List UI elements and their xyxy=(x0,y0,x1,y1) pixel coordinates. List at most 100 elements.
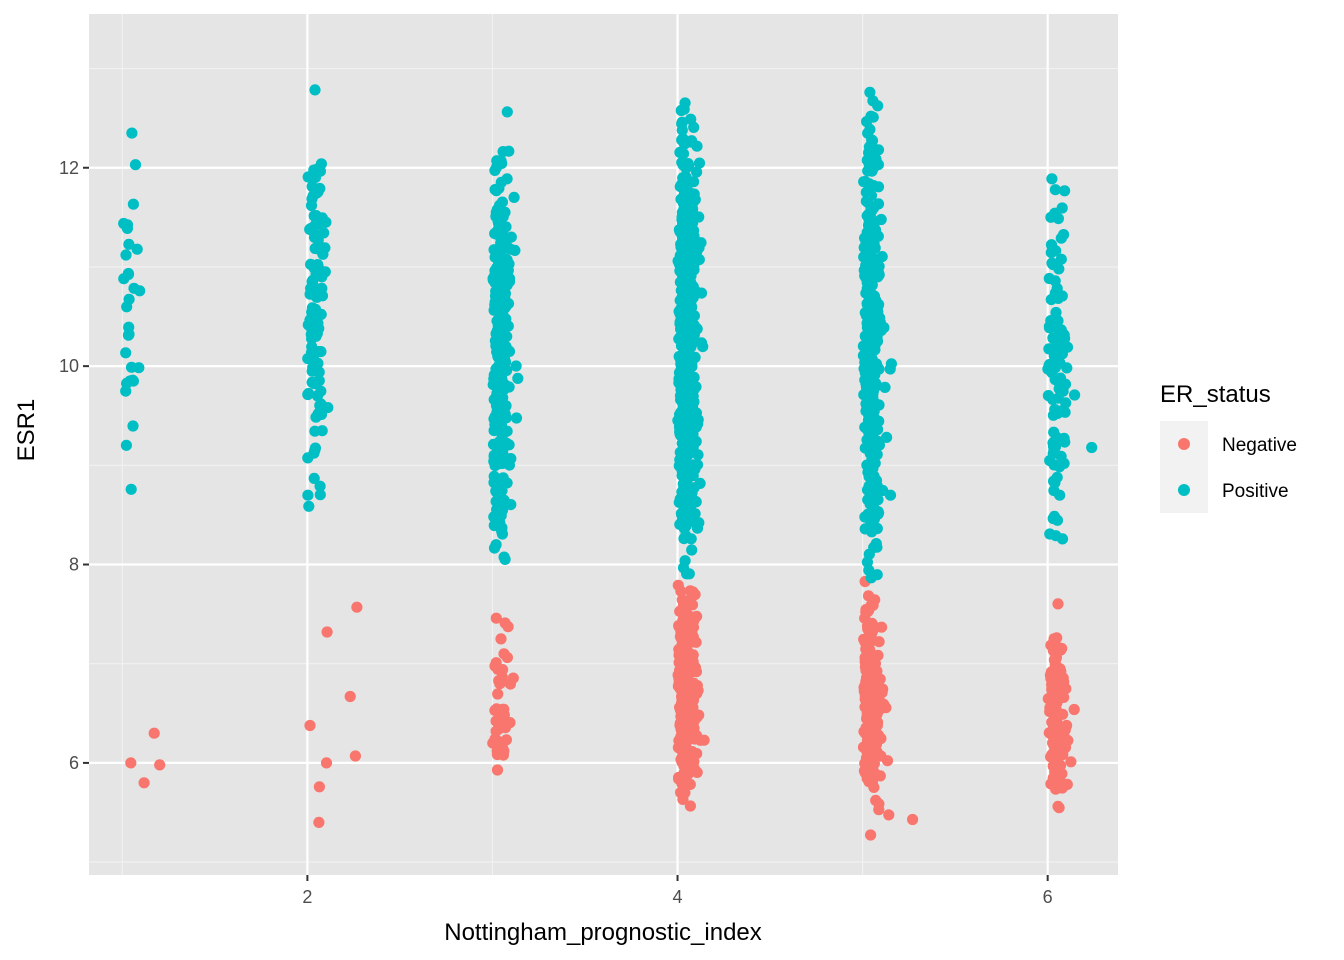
data-point-negative xyxy=(1058,691,1070,704)
data-point-negative xyxy=(313,781,325,793)
data-point-positive xyxy=(126,127,138,139)
data-point-negative xyxy=(860,683,872,695)
data-point-positive xyxy=(1052,213,1064,225)
data-point-positive xyxy=(309,228,321,240)
data-point-positive xyxy=(693,157,706,169)
data-point-positive xyxy=(693,517,705,529)
plot-panel xyxy=(89,14,1118,875)
data-point-negative xyxy=(861,745,873,757)
data-point-positive xyxy=(870,304,882,317)
data-point-negative xyxy=(1051,632,1063,644)
data-point-positive xyxy=(685,113,697,125)
data-point-positive xyxy=(127,374,139,386)
data-point-positive xyxy=(128,282,140,294)
data-point-positive xyxy=(864,334,876,346)
data-point-positive xyxy=(872,198,885,210)
data-point-positive xyxy=(861,378,873,390)
data-point-positive xyxy=(679,389,691,401)
data-point-positive xyxy=(315,398,327,410)
data-point-positive xyxy=(1069,389,1081,401)
data-point-negative xyxy=(1048,738,1060,750)
data-point-positive xyxy=(309,84,321,96)
data-point-positive xyxy=(494,487,507,499)
data-point-positive xyxy=(676,118,688,130)
data-point-positive xyxy=(492,320,504,333)
data-point-positive xyxy=(500,412,512,424)
data-point-positive xyxy=(1056,338,1068,350)
data-point-positive xyxy=(1046,173,1058,185)
data-point-negative xyxy=(1061,719,1073,732)
data-point-positive xyxy=(494,520,506,532)
data-point-negative xyxy=(907,813,919,826)
data-point-positive xyxy=(680,241,692,253)
data-point-positive xyxy=(1046,363,1058,375)
data-point-positive xyxy=(1055,253,1067,265)
data-point-positive xyxy=(305,258,317,270)
data-point-positive xyxy=(681,183,693,195)
data-point-negative xyxy=(877,683,889,695)
data-point-negative xyxy=(871,746,883,758)
y-tick-label: 8 xyxy=(69,555,79,575)
data-point-positive xyxy=(510,412,523,424)
y-axis-title: ESR1 xyxy=(13,399,40,462)
data-point-positive xyxy=(674,493,686,505)
data-point-negative xyxy=(1046,716,1058,728)
data-point-positive xyxy=(864,494,876,506)
y-axis-ticks: 6 8 10 12 xyxy=(59,158,89,773)
data-point-positive xyxy=(697,341,709,353)
data-point-negative xyxy=(1050,652,1062,664)
data-point-positive xyxy=(127,198,139,210)
data-point-negative xyxy=(1065,756,1077,768)
data-point-positive xyxy=(677,103,690,115)
data-point-positive xyxy=(499,354,511,366)
x-axis-ticks: 2 4 6 xyxy=(302,875,1053,907)
data-point-positive xyxy=(497,504,509,516)
data-point-negative xyxy=(154,759,166,771)
data-point-positive xyxy=(314,480,326,492)
data-point-positive xyxy=(1054,372,1067,384)
data-point-negative xyxy=(866,696,879,708)
data-point-negative xyxy=(883,809,895,821)
data-point-positive xyxy=(868,143,880,155)
x-axis-title: Nottingham_prognostic_index xyxy=(444,919,762,946)
data-point-negative xyxy=(864,644,876,656)
data-point-positive xyxy=(504,243,517,255)
data-point-positive xyxy=(686,544,698,556)
data-point-positive xyxy=(675,351,687,363)
data-point-negative xyxy=(692,684,704,697)
data-point-positive xyxy=(678,226,690,238)
data-point-positive xyxy=(1057,405,1069,417)
data-point-positive xyxy=(489,419,501,431)
data-point-negative xyxy=(684,684,697,697)
data-point-positive xyxy=(876,251,888,263)
data-point-negative xyxy=(688,763,700,775)
data-point-positive xyxy=(864,447,876,459)
data-point-positive xyxy=(862,424,874,436)
data-point-positive xyxy=(863,480,875,492)
data-point-negative xyxy=(492,663,504,675)
data-point-negative xyxy=(682,669,694,681)
data-point-positive xyxy=(863,548,875,560)
data-point-positive xyxy=(490,185,502,197)
data-point-negative xyxy=(491,764,504,776)
data-point-negative xyxy=(865,829,877,841)
data-point-positive xyxy=(1047,393,1059,405)
data-point-positive xyxy=(497,301,509,313)
data-point-positive xyxy=(318,227,330,239)
data-point-negative xyxy=(344,690,356,703)
data-point-positive xyxy=(498,454,510,466)
data-point-negative xyxy=(504,678,516,690)
data-point-positive xyxy=(695,287,708,299)
data-point-positive xyxy=(683,462,695,475)
data-point-negative xyxy=(873,636,885,648)
data-point-positive xyxy=(871,480,883,492)
data-point-negative xyxy=(1050,783,1062,795)
data-point-positive xyxy=(679,218,691,230)
data-point-positive xyxy=(864,211,876,223)
data-point-positive xyxy=(311,376,323,388)
data-point-positive xyxy=(303,500,315,512)
data-point-positive xyxy=(866,280,878,292)
data-point-negative xyxy=(682,652,695,665)
data-point-positive xyxy=(1049,477,1061,489)
data-point-positive xyxy=(120,249,132,261)
